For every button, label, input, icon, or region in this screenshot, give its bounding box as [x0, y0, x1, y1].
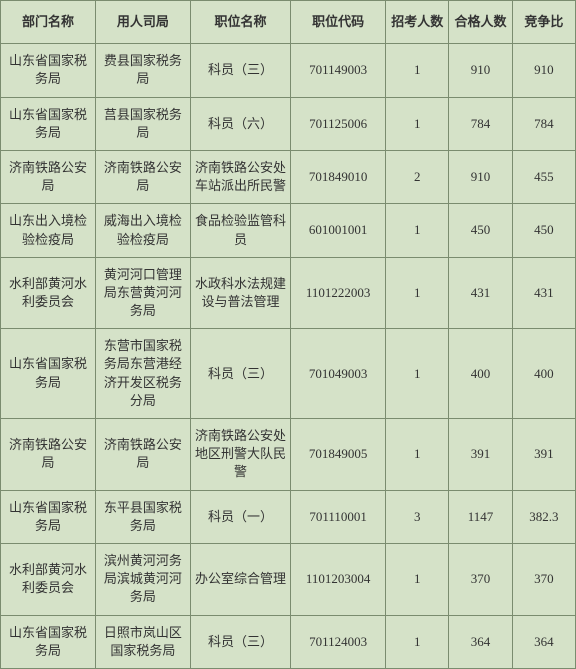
cell-recruit: 1: [386, 543, 449, 615]
cell-code: 701124003: [291, 615, 386, 668]
cell-position: 科员（三）: [190, 44, 290, 97]
header-code: 职位代码: [291, 1, 386, 44]
table-row: 济南铁路公安局济南铁路公安局济南铁路公安处地区刑警大队民警70184900513…: [1, 419, 576, 491]
cell-qualified: 431: [449, 257, 512, 329]
header-qualified: 合格人数: [449, 1, 512, 44]
cell-bureau: 日照市岚山区国家税务局: [95, 615, 190, 668]
header-row: 部门名称 用人司局 职位名称 职位代码 招考人数 合格人数 竞争比: [1, 1, 576, 44]
cell-ratio: 364: [512, 615, 575, 668]
header-recruit: 招考人数: [386, 1, 449, 44]
cell-position: 科员（一）: [190, 490, 290, 543]
table-row: 山东省国家税务局东营市国家税务局东营港经济开发区税务分局科员（三）7010490…: [1, 329, 576, 419]
cell-dept: 山东出入境检验检疫局: [1, 204, 96, 257]
table-row: 山东省国家税务局东平县国家税务局科员（一）70111000131147382.3: [1, 490, 576, 543]
cell-bureau: 费县国家税务局: [95, 44, 190, 97]
header-bureau: 用人司局: [95, 1, 190, 44]
cell-dept: 济南铁路公安局: [1, 150, 96, 203]
cell-qualified: 391: [449, 419, 512, 491]
cell-bureau: 威海出入境检验检疫局: [95, 204, 190, 257]
cell-qualified: 910: [449, 44, 512, 97]
cell-recruit: 1: [386, 257, 449, 329]
cell-ratio: 910: [512, 44, 575, 97]
header-ratio: 竞争比: [512, 1, 575, 44]
cell-recruit: 3: [386, 490, 449, 543]
cell-dept: 水利部黄河水利委员会: [1, 543, 96, 615]
cell-code: 1101203004: [291, 543, 386, 615]
cell-qualified: 370: [449, 543, 512, 615]
cell-code: 701125006: [291, 97, 386, 150]
cell-dept: 山东省国家税务局: [1, 490, 96, 543]
cell-position: 办公室综合管理: [190, 543, 290, 615]
table-row: 山东出入境检验检疫局威海出入境检验检疫局食品检验监管科员601001001145…: [1, 204, 576, 257]
cell-qualified: 784: [449, 97, 512, 150]
cell-bureau: 滨州黄河河务局滨城黄河河务局: [95, 543, 190, 615]
table-row: 山东省国家税务局莒县国家税务局科员（六）7011250061784784: [1, 97, 576, 150]
cell-ratio: 370: [512, 543, 575, 615]
cell-recruit: 1: [386, 204, 449, 257]
cell-position: 济南铁路公安处车站派出所民警: [190, 150, 290, 203]
cell-qualified: 450: [449, 204, 512, 257]
cell-code: 701110001: [291, 490, 386, 543]
table-row: 山东省国家税务局日照市岚山区国家税务局科员（三）7011240031364364: [1, 615, 576, 668]
cell-ratio: 450: [512, 204, 575, 257]
cell-ratio: 784: [512, 97, 575, 150]
data-table: 部门名称 用人司局 职位名称 职位代码 招考人数 合格人数 竞争比 山东省国家税…: [0, 0, 576, 669]
cell-qualified: 1147: [449, 490, 512, 543]
table-header: 部门名称 用人司局 职位名称 职位代码 招考人数 合格人数 竞争比: [1, 1, 576, 44]
cell-code: 701049003: [291, 329, 386, 419]
cell-dept: 山东省国家税务局: [1, 615, 96, 668]
cell-bureau: 济南铁路公安局: [95, 419, 190, 491]
table-row: 水利部黄河水利委员会黄河河口管理局东营黄河河务局水政科水法规建设与普法管理110…: [1, 257, 576, 329]
cell-code: 701849005: [291, 419, 386, 491]
cell-ratio: 391: [512, 419, 575, 491]
table-body: 山东省国家税务局费县国家税务局科员（三）7011490031910910山东省国…: [1, 44, 576, 669]
cell-dept: 水利部黄河水利委员会: [1, 257, 96, 329]
cell-position: 科员（三）: [190, 615, 290, 668]
cell-code: 601001001: [291, 204, 386, 257]
cell-ratio: 431: [512, 257, 575, 329]
cell-recruit: 1: [386, 44, 449, 97]
cell-bureau: 莒县国家税务局: [95, 97, 190, 150]
cell-recruit: 1: [386, 615, 449, 668]
cell-ratio: 400: [512, 329, 575, 419]
header-position: 职位名称: [190, 1, 290, 44]
cell-recruit: 1: [386, 329, 449, 419]
cell-bureau: 东营市国家税务局东营港经济开发区税务分局: [95, 329, 190, 419]
cell-ratio: 382.3: [512, 490, 575, 543]
cell-recruit: 2: [386, 150, 449, 203]
cell-position: 济南铁路公安处地区刑警大队民警: [190, 419, 290, 491]
table-row: 水利部黄河水利委员会滨州黄河河务局滨城黄河河务局办公室综合管理110120300…: [1, 543, 576, 615]
cell-bureau: 黄河河口管理局东营黄河河务局: [95, 257, 190, 329]
cell-qualified: 364: [449, 615, 512, 668]
cell-qualified: 400: [449, 329, 512, 419]
cell-dept: 济南铁路公安局: [1, 419, 96, 491]
cell-code: 1101222003: [291, 257, 386, 329]
cell-position: 水政科水法规建设与普法管理: [190, 257, 290, 329]
cell-dept: 山东省国家税务局: [1, 97, 96, 150]
cell-position: 食品检验监管科员: [190, 204, 290, 257]
cell-dept: 山东省国家税务局: [1, 329, 96, 419]
cell-position: 科员（三）: [190, 329, 290, 419]
cell-position: 科员（六）: [190, 97, 290, 150]
table-row: 山东省国家税务局费县国家税务局科员（三）7011490031910910: [1, 44, 576, 97]
cell-dept: 山东省国家税务局: [1, 44, 96, 97]
cell-qualified: 910: [449, 150, 512, 203]
table-row: 济南铁路公安局济南铁路公安局济南铁路公安处车站派出所民警701849010291…: [1, 150, 576, 203]
cell-code: 701849010: [291, 150, 386, 203]
cell-recruit: 1: [386, 419, 449, 491]
header-dept: 部门名称: [1, 1, 96, 44]
cell-bureau: 东平县国家税务局: [95, 490, 190, 543]
cell-ratio: 455: [512, 150, 575, 203]
cell-code: 701149003: [291, 44, 386, 97]
cell-bureau: 济南铁路公安局: [95, 150, 190, 203]
cell-recruit: 1: [386, 97, 449, 150]
